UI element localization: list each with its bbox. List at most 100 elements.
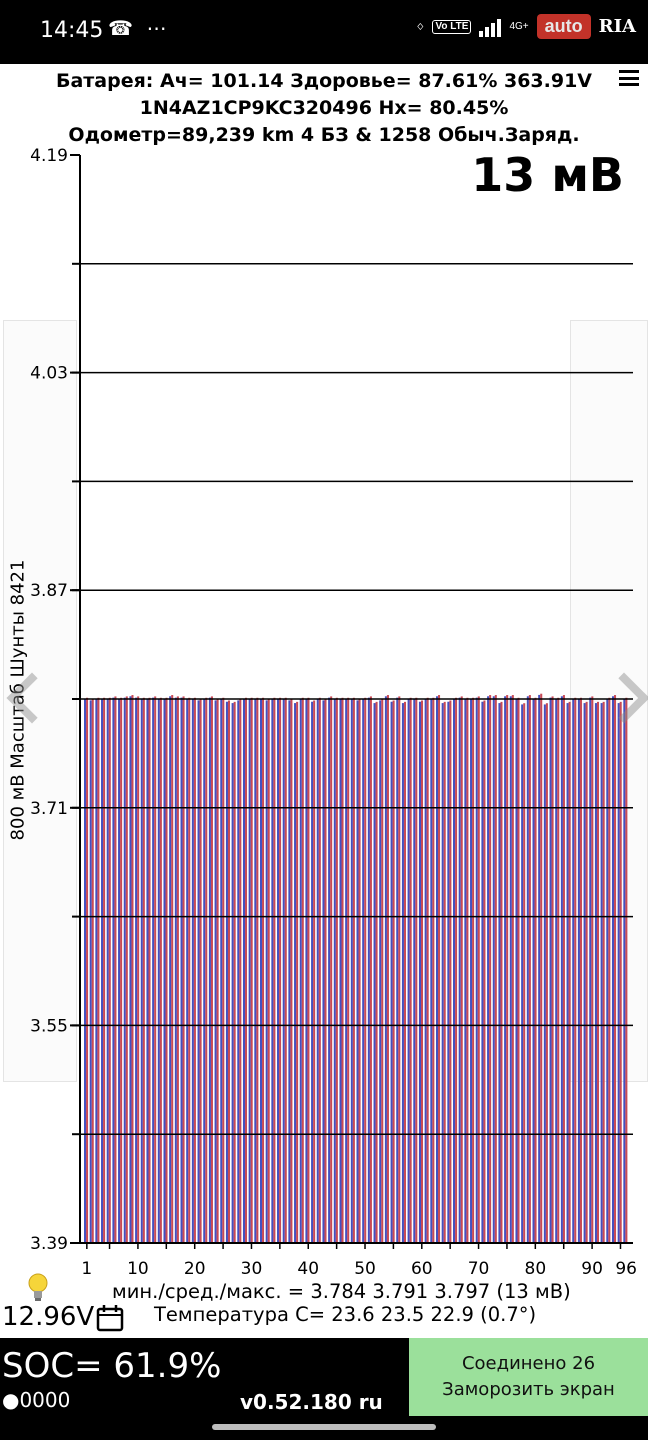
- cell-bar: [608, 697, 611, 1243]
- y-tick-label: 3.87: [30, 581, 68, 601]
- cell-bar: [504, 696, 507, 1243]
- cell-bar: [108, 697, 111, 1243]
- cell-bar: [384, 696, 387, 1243]
- calendar-icon[interactable]: [96, 1304, 124, 1332]
- cell-bar: [506, 695, 509, 1243]
- cell-bar: [140, 699, 143, 1243]
- cell-bar: [159, 697, 162, 1243]
- cell-bar: [318, 697, 321, 1243]
- cell-bar: [254, 699, 257, 1243]
- cell-bar: [352, 697, 355, 1243]
- cell-bar: [540, 693, 543, 1243]
- temperatures: Температура С= 23.6 23.5 22.9 (0.7°): [154, 1303, 537, 1326]
- cell-bar: [265, 700, 268, 1243]
- cell-bar: [568, 701, 571, 1243]
- app-version: v0.52.180 ru: [240, 1390, 383, 1414]
- cell-bar: [449, 700, 452, 1243]
- home-gesture-bar[interactable]: [212, 1424, 436, 1430]
- missed-call-icon: ☎ ⋯: [108, 18, 171, 40]
- cell-bar: [447, 701, 450, 1243]
- cell-bar: [466, 697, 469, 1243]
- cell-bar: [460, 696, 463, 1243]
- cell-bar: [364, 697, 367, 1243]
- cell-bar: [148, 697, 151, 1243]
- cell-bar: [489, 695, 492, 1243]
- cell-bar: [356, 700, 359, 1243]
- cell-bar: [574, 697, 577, 1243]
- cell-bar: [551, 696, 554, 1243]
- cell-bar: [438, 695, 441, 1243]
- cell-bar: [600, 703, 603, 1243]
- cell-bar: [129, 696, 132, 1243]
- cell-bar: [267, 699, 270, 1243]
- cell-bar: [430, 699, 433, 1243]
- cell-bar: [420, 700, 424, 1243]
- cell-bar: [199, 699, 202, 1243]
- cell-bar: [328, 697, 331, 1243]
- cell-bar: [222, 697, 225, 1243]
- cell-bar: [347, 697, 350, 1243]
- cell-bar: [625, 697, 628, 1243]
- cell-bar: [176, 696, 179, 1243]
- cell-bar: [157, 699, 160, 1243]
- cell-bar: [120, 697, 123, 1243]
- cell-bar: [203, 699, 206, 1243]
- freeze-screen-label: Заморозить экран: [442, 1379, 615, 1400]
- cell-bar: [152, 697, 155, 1243]
- x-tick-label: 30: [241, 1259, 263, 1279]
- cell-bar: [475, 697, 478, 1243]
- cell-bar: [214, 700, 217, 1243]
- cell-bar: [367, 697, 370, 1243]
- soc-value: SOC= 61.9%: [2, 1346, 222, 1386]
- cell-bar: [118, 699, 121, 1243]
- status-time: 14:45: [40, 18, 104, 43]
- cell-bar: [216, 699, 219, 1243]
- cell-bar: [208, 697, 211, 1243]
- cell-bar: [114, 696, 117, 1243]
- menu-icon[interactable]: [619, 70, 639, 86]
- cell-bar: [528, 695, 531, 1243]
- cell-bar: [381, 699, 384, 1243]
- cell-bar: [154, 696, 157, 1243]
- cell-bar: [188, 697, 191, 1243]
- cell-bar: [97, 697, 100, 1243]
- cell-bar: [86, 697, 89, 1243]
- cell-bar: [509, 696, 512, 1243]
- cell-bar: [562, 695, 565, 1243]
- cell-bar: [335, 697, 338, 1243]
- cell-bar: [112, 697, 115, 1243]
- cell-bar: [197, 700, 200, 1243]
- lightbulb-icon[interactable]: [26, 1272, 50, 1302]
- cell-bar: [617, 703, 620, 1243]
- cell-bar: [458, 697, 461, 1243]
- cell-bar: [369, 696, 372, 1243]
- bluetooth-icon: ᛜ: [416, 18, 425, 35]
- watermark-auto: auto: [536, 14, 591, 39]
- side-panel-left: [3, 320, 77, 1082]
- cell-bar: [435, 696, 439, 1243]
- cell-bar: [135, 697, 138, 1243]
- cell-bar: [418, 701, 421, 1243]
- cell-bar: [341, 697, 344, 1243]
- cell-bar: [322, 700, 325, 1243]
- cell-bar: [256, 697, 259, 1243]
- cell-bar: [403, 701, 406, 1243]
- x-tick-label: 90: [581, 1259, 603, 1279]
- y-tick-label: 4.03: [30, 364, 68, 384]
- cell-bar: [245, 697, 248, 1243]
- cell-bar: [163, 699, 166, 1243]
- watermark-ria: RIA: [598, 16, 636, 37]
- cell-bar: [205, 697, 208, 1243]
- cell-bar: [142, 697, 145, 1243]
- cell-bar: [579, 697, 582, 1243]
- cell-bar: [424, 699, 427, 1243]
- x-tick-label: 10: [127, 1259, 149, 1279]
- cell-bar: [271, 699, 274, 1243]
- cell-bar: [345, 699, 348, 1243]
- freeze-screen-button[interactable]: Соединено 26 Заморозить экран: [409, 1338, 648, 1416]
- cell-bar: [538, 694, 541, 1243]
- cell-bar: [239, 699, 242, 1243]
- cell-min-avg-max: мин./сред./макс. = 3.784 3.791 3.797 (13…: [112, 1280, 571, 1303]
- cell-bar: [487, 696, 490, 1243]
- connection-status: Соединено 26: [461, 1353, 596, 1374]
